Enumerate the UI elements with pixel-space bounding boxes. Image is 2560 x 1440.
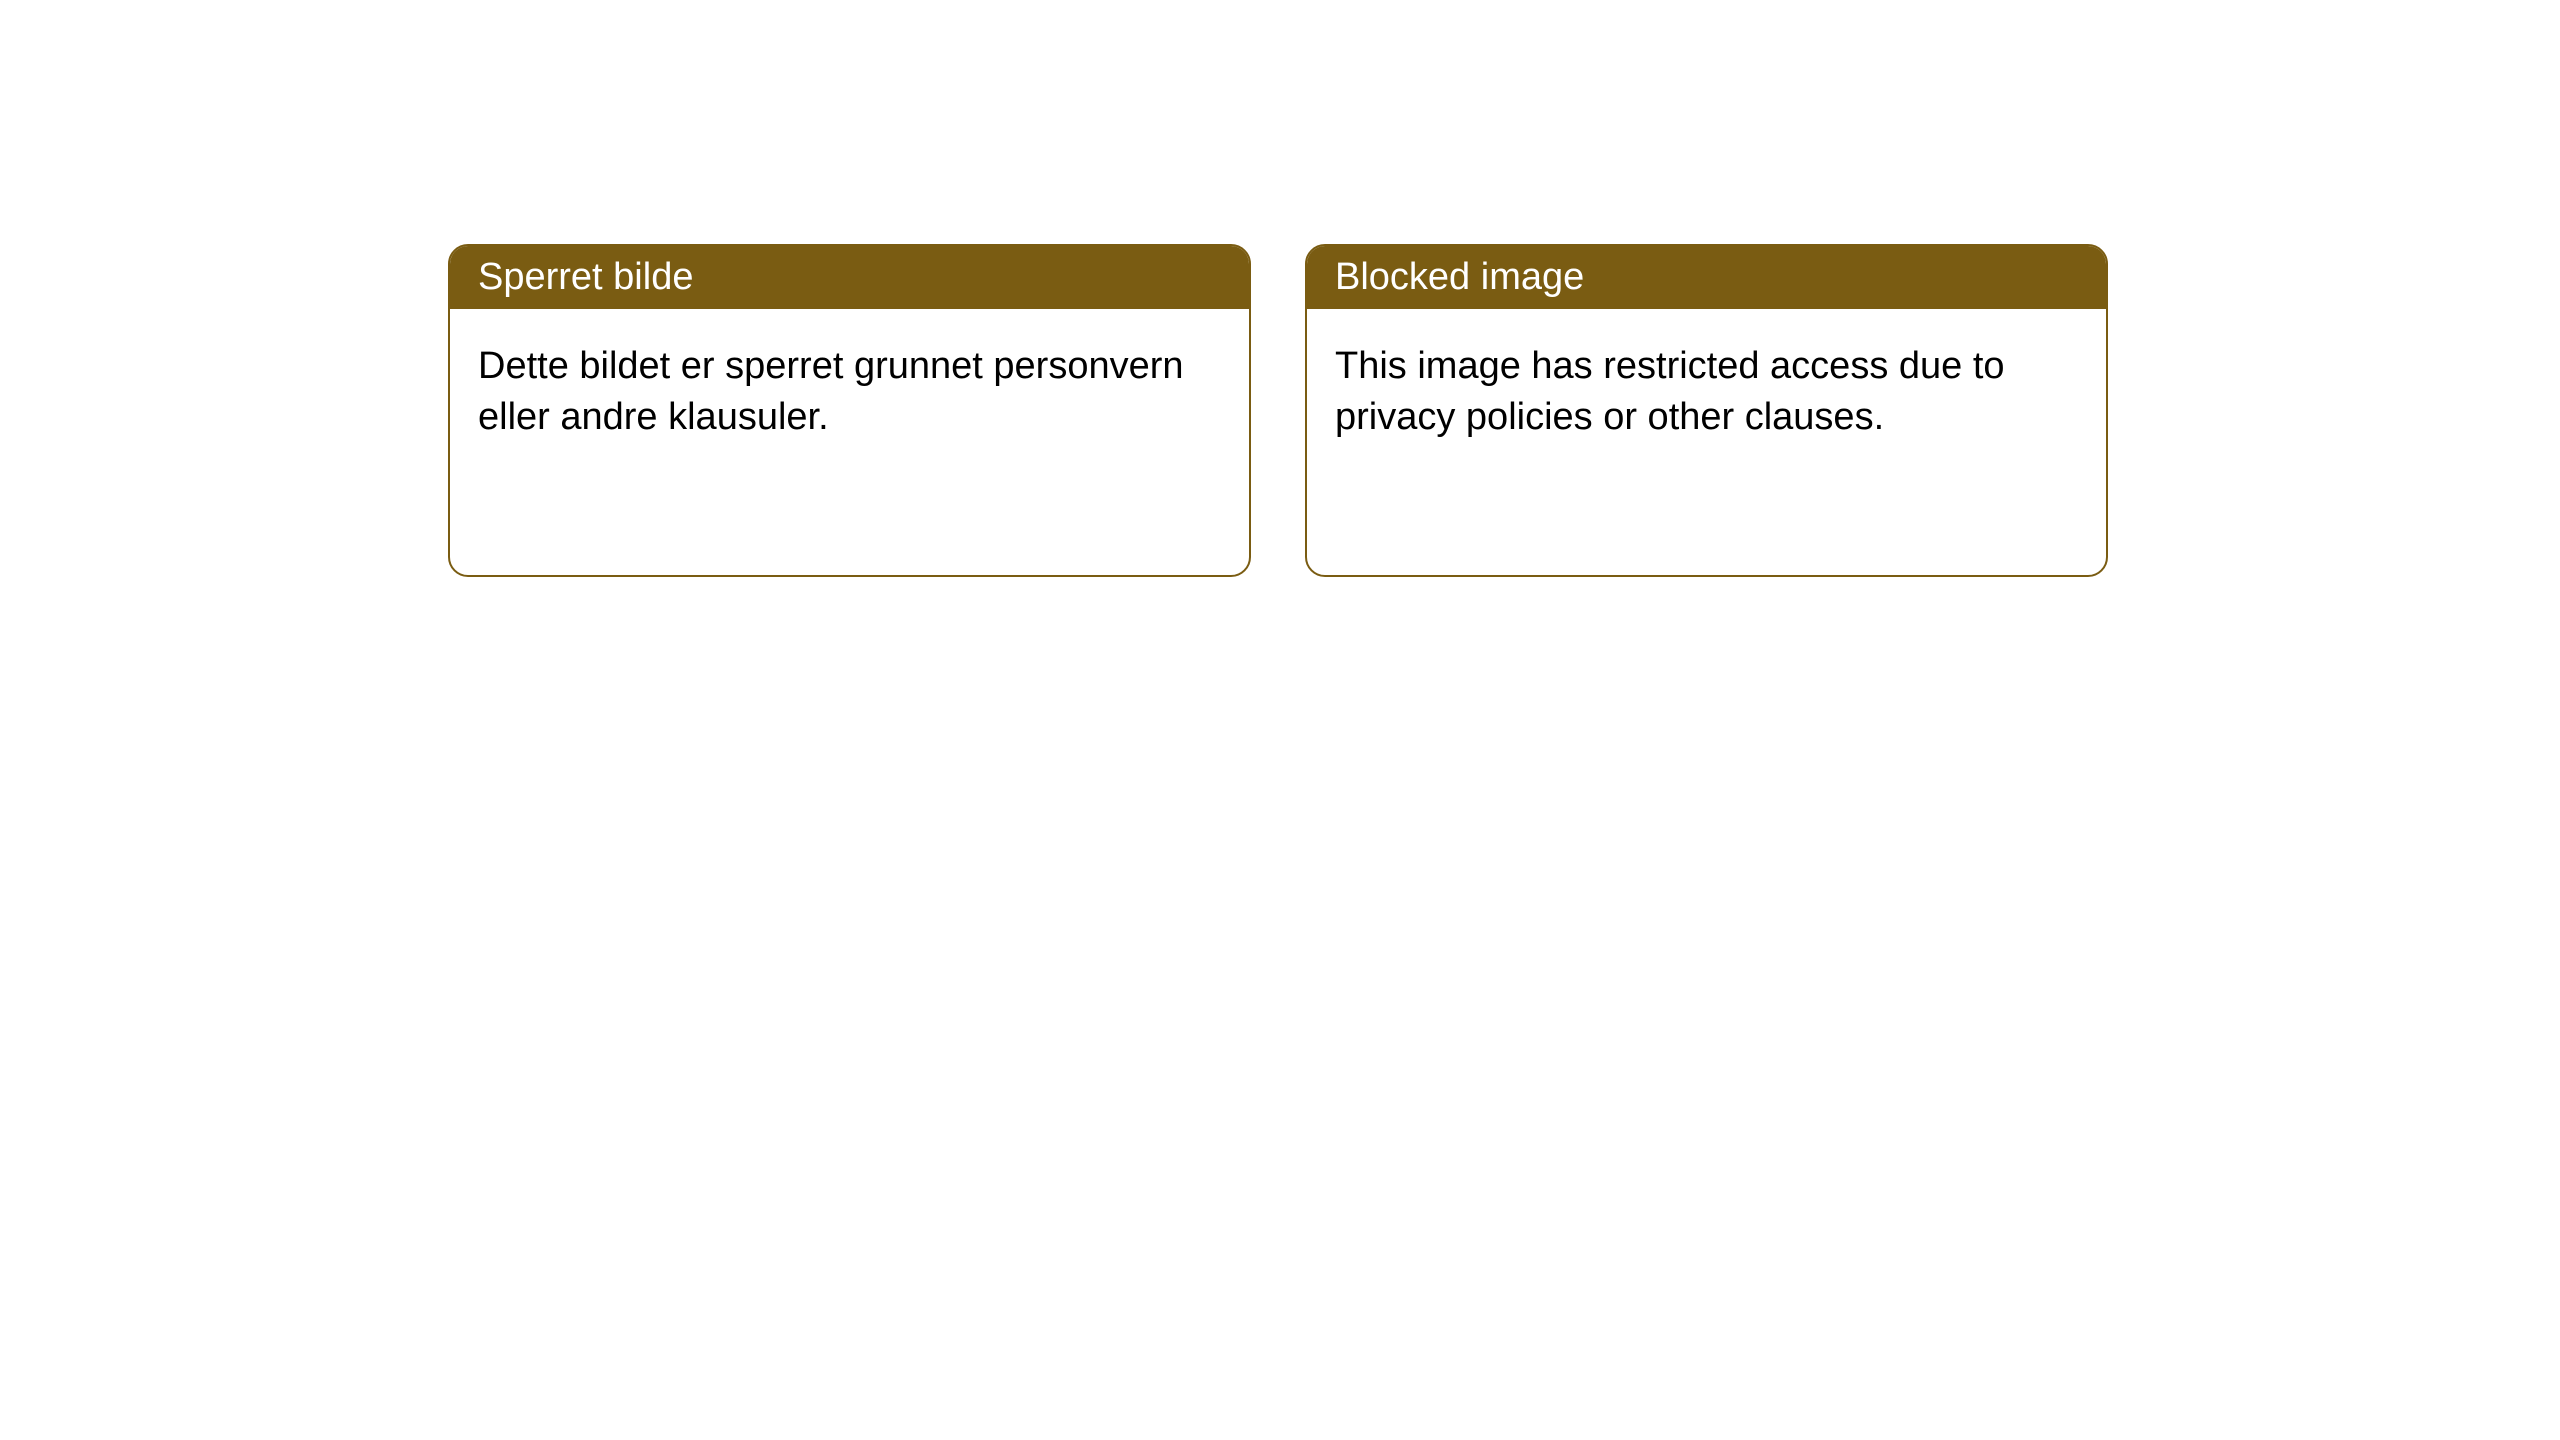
notice-card-norwegian: Sperret bilde Dette bildet er sperret gr… (448, 244, 1251, 577)
notice-title: Blocked image (1307, 246, 2106, 309)
notice-card-english: Blocked image This image has restricted … (1305, 244, 2108, 577)
notice-body-text: This image has restricted access due to … (1307, 309, 2106, 476)
notice-container: Sperret bilde Dette bildet er sperret gr… (0, 0, 2560, 577)
notice-body-text: Dette bildet er sperret grunnet personve… (450, 309, 1249, 476)
notice-title: Sperret bilde (450, 246, 1249, 309)
